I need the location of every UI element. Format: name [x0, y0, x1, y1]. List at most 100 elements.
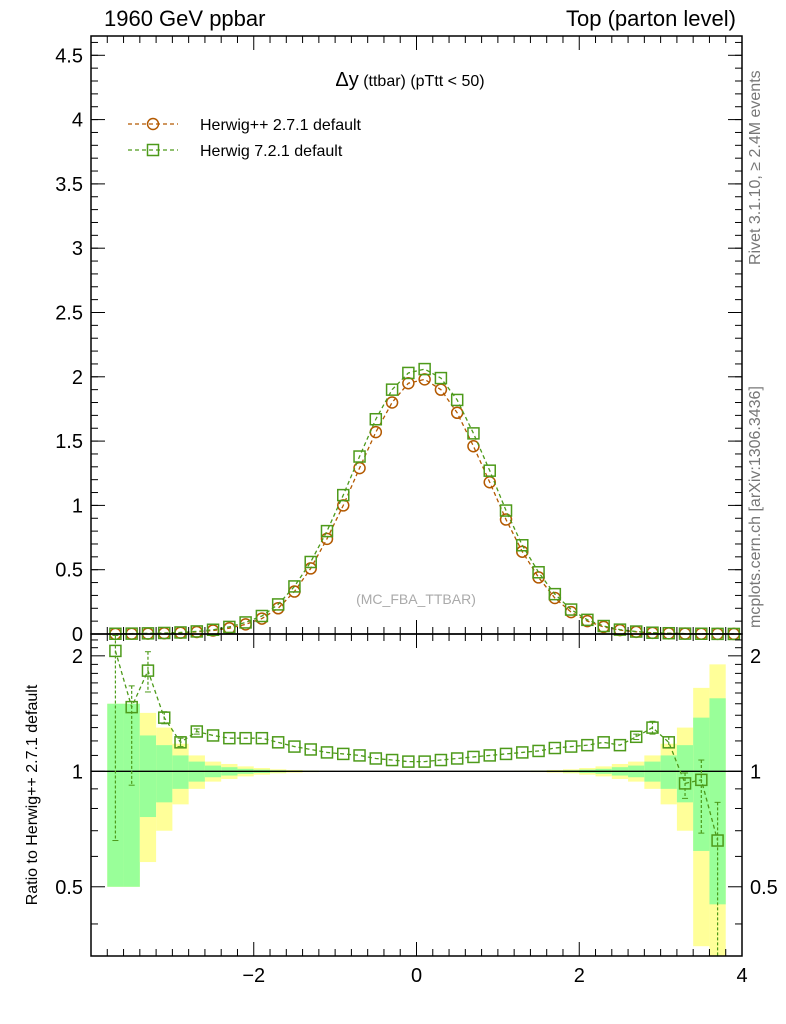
point-herwig7 — [271, 598, 285, 611]
ratio-point — [304, 743, 317, 756]
legend-marker-herwig7 — [146, 143, 160, 157]
ratio-point — [190, 725, 204, 738]
ratio-point — [597, 736, 610, 749]
point-herwig7 — [597, 619, 610, 633]
point-herwig7 — [662, 626, 676, 640]
point-herwig7 — [255, 609, 269, 623]
band-inner-bin — [123, 703, 140, 887]
point-herwig7 — [467, 427, 480, 440]
ratio-point — [223, 731, 236, 745]
point-herwig7 — [223, 620, 236, 634]
band-inner-bin — [660, 755, 677, 789]
main-ytick-label: 2.5 — [55, 302, 83, 324]
point-herwig7 — [288, 580, 301, 593]
main-ytick-label: 3.5 — [55, 174, 83, 196]
ratio-point — [711, 834, 724, 847]
point-herwig7 — [353, 450, 366, 463]
point-herwig7 — [581, 613, 594, 627]
ratio-ylabel: Ratio to Herwig++ 2.7.1 default — [24, 684, 41, 905]
ratio-point — [516, 746, 529, 759]
ratio-point — [467, 750, 480, 764]
point-herwigpp — [369, 425, 383, 439]
ratio-point — [548, 741, 562, 755]
main-plot-series — [109, 362, 741, 641]
ratio-xtick-label: 0 — [411, 965, 422, 987]
legend-marker-herwigpp — [146, 117, 160, 131]
band-inner-bin — [693, 717, 710, 851]
ratio-point — [581, 738, 594, 752]
header-right-label: Top (parton level) — [566, 6, 736, 31]
ratio-point — [629, 730, 643, 744]
ratio-point — [239, 731, 252, 745]
ratio-point — [385, 753, 399, 767]
ratio-point — [532, 744, 545, 758]
point-herwig7 — [613, 623, 627, 636]
point-herwig7 — [190, 625, 204, 638]
band-inner-bin — [156, 745, 173, 803]
point-herwig7 — [385, 383, 399, 396]
main-ytick-label: 1 — [72, 495, 83, 517]
point-herwig7 — [304, 555, 317, 569]
point-herwig7 — [206, 623, 220, 637]
point-herwig7 — [499, 504, 513, 517]
main-ytick-label: 0.5 — [55, 560, 83, 582]
ratio-point — [434, 753, 448, 767]
legend: Herwig++ 2.7.1 default Herwig 7.2.1 defa… — [128, 117, 362, 160]
ratio-point — [402, 755, 415, 768]
point-herwig7 — [646, 626, 659, 639]
point-herwigpp — [467, 439, 480, 453]
ratio-ytick-label-left: 2 — [72, 646, 83, 668]
mcplots-label: mcplots.cern.ch [arXiv:1306.3436] — [747, 386, 764, 628]
main-ytick-label: 2 — [72, 367, 83, 389]
title-rest: (ttbar) (pTtt < 50) — [359, 73, 485, 90]
point-herwig7 — [532, 566, 545, 579]
ratio-point — [109, 644, 122, 658]
ratio-plot-series — [109, 634, 724, 957]
point-herwig7 — [548, 587, 562, 601]
rivet-label: Rivet 3.1.10, ≥ 2.4M events — [747, 70, 764, 265]
band-inner-bin — [139, 735, 157, 818]
point-herwig7 — [483, 464, 496, 477]
ratio-point — [320, 746, 334, 759]
point-herwig7 — [629, 625, 643, 638]
band-inner-bin — [172, 755, 189, 789]
ratio-xtick-label: 4 — [736, 965, 747, 987]
point-herwigpp — [385, 396, 399, 409]
main-ytick-label: 0 — [72, 624, 83, 646]
axes: 00.511.522.533.544.5−2 0 2 40.5 0.51 12 2 — [55, 36, 778, 987]
band-inner-bin — [709, 698, 726, 905]
legend-label-herwigpp: Herwig++ 2.7.1 default — [200, 117, 362, 134]
ratio-point — [662, 736, 676, 749]
ratio-point — [141, 664, 155, 677]
point-herwig7 — [239, 616, 252, 629]
ratio-point — [337, 747, 350, 761]
point-herwigpp — [320, 532, 334, 546]
main-ytick-label: 4 — [72, 110, 83, 132]
point-herwigpp — [499, 513, 513, 526]
ratio-point — [174, 736, 187, 749]
ratio-point — [157, 711, 171, 724]
title-symbol: Δy — [335, 69, 358, 91]
ratio-point — [369, 752, 383, 765]
point-herwig7 — [337, 488, 350, 502]
ratio-point — [499, 747, 513, 761]
point-herwig7 — [516, 539, 529, 552]
ratio-xtick-label: −2 — [242, 965, 265, 987]
ratio-point — [483, 749, 496, 762]
watermark: (MC_FBA_TTBAR) — [356, 591, 476, 607]
ratio-point — [255, 731, 269, 745]
point-herwigpp — [418, 373, 431, 386]
ratio-point — [450, 752, 464, 765]
ratio-point — [678, 777, 692, 790]
header-left-label: 1960 GeV ppbar — [104, 6, 266, 31]
plot-title: Δy (ttbar) (pTtt < 50) — [335, 69, 484, 91]
point-herwig7 — [418, 362, 431, 376]
ratio-point — [271, 736, 285, 749]
ratio-ytick-label-right: 0.5 — [750, 877, 778, 899]
point-herwig7 — [450, 393, 464, 407]
point-herwig7 — [320, 524, 334, 538]
ratio-xtick-label: 2 — [574, 965, 585, 987]
ratio-series-line — [114, 650, 719, 841]
ratio-point — [695, 773, 708, 787]
